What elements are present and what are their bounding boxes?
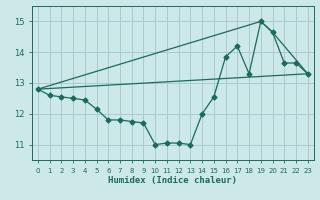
X-axis label: Humidex (Indice chaleur): Humidex (Indice chaleur) [108,176,237,185]
